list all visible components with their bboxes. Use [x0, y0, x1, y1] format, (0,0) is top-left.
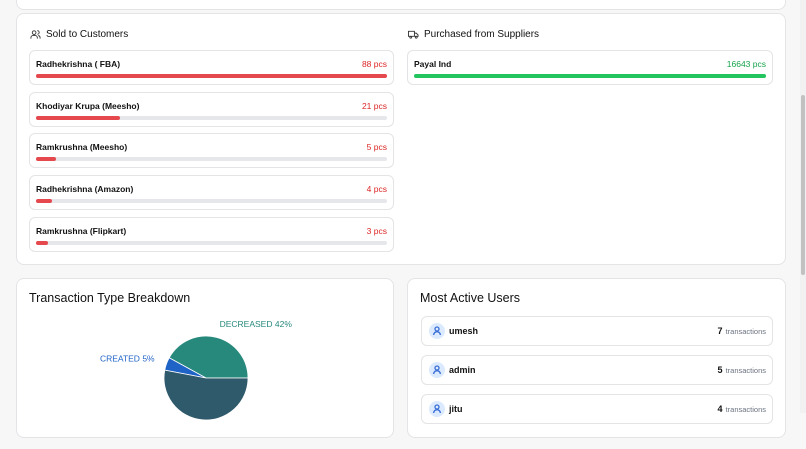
- count-value: 7: [717, 326, 723, 336]
- users-card: Most Active Users umesh 7 transactions admi…: [407, 278, 786, 438]
- item-qty: 16643 pcs: [726, 59, 766, 69]
- user-name: umesh: [449, 326, 479, 336]
- avatar: [429, 323, 445, 339]
- user-row: admin 5 transactions: [421, 355, 773, 385]
- count-unit: transactions: [725, 327, 766, 336]
- count-unit: transactions: [725, 366, 766, 375]
- slice-label: DECREASED 42%: [220, 319, 293, 329]
- item-name: Ramkrushna (Flipkart): [36, 225, 127, 236]
- scrollbar: [800, 0, 806, 413]
- progress-bar: [36, 74, 387, 78]
- sold-title: Sold to Customers: [46, 29, 129, 40]
- slice-category: CREATED: [100, 354, 140, 364]
- progress-track: [36, 157, 387, 162]
- user-name: admin: [449, 365, 476, 375]
- progress-bar: [414, 74, 766, 78]
- item-name: Radhekrishna ( FBA): [36, 59, 121, 69]
- sold-header: Sold to Customers: [30, 29, 128, 40]
- purchased-header: Purchased from Suppliers: [408, 29, 539, 40]
- progress-track: [36, 199, 387, 204]
- user-icon: [433, 326, 441, 336]
- top-card: [16, 0, 786, 10]
- item-qty: 4 pcs: [366, 184, 387, 195]
- truck-icon: [408, 30, 419, 39]
- list-item: Radhekrishna (Amazon) 4 pcs: [29, 175, 394, 211]
- item-name: Payal Ind: [414, 59, 452, 69]
- count-unit: transactions: [725, 405, 766, 414]
- item-name: Ramkrushna (Meesho): [36, 142, 128, 153]
- item-name: Khodiyar Krupa (Meesho): [36, 100, 140, 111]
- progress-track: [36, 240, 387, 245]
- user-count: 5 transactions: [718, 365, 766, 375]
- purchased-title: Purchased from Suppliers: [424, 29, 540, 40]
- users-icon: [30, 30, 41, 39]
- item-qty: 5 pcs: [366, 142, 387, 153]
- user-icon: [433, 404, 441, 414]
- item-qty: 3 pcs: [366, 225, 387, 236]
- slice-percent: 42%: [275, 319, 292, 329]
- count-value: 5: [717, 365, 723, 375]
- pie-chart: DECREASED 42% CREATED 5%: [100, 319, 293, 421]
- list-item: Radhekrishna ( FBA) 88 pcs: [29, 50, 394, 85]
- pie-card: Transaction Type Breakdown DECREASED 42%…: [16, 278, 394, 438]
- item-name: Radhekrishna (Amazon): [36, 184, 134, 195]
- page: Sold to Customers Purchased from Supplie…: [16, 0, 806, 438]
- item-qty: 21 pcs: [361, 100, 387, 111]
- item-qty: 88 pcs: [361, 59, 387, 69]
- list-item: Ramkrushna (Meesho) 5 pcs: [29, 133, 394, 169]
- flow-card: Sold to Customers Purchased from Supplie…: [16, 13, 786, 265]
- progress-track: [414, 74, 766, 78]
- pie-title: Transaction Type Breakdown: [29, 291, 191, 305]
- count-value: 4: [717, 404, 723, 414]
- user-count: 4 transactions: [718, 404, 766, 414]
- progress-track: [36, 115, 387, 120]
- avatar: [429, 401, 445, 417]
- user-row: umesh 7 transactions: [421, 316, 773, 346]
- progress-track: [36, 74, 387, 78]
- progress-bar: [36, 240, 48, 245]
- user-icon: [433, 365, 441, 375]
- avatar: [429, 362, 445, 378]
- list-item: Payal Ind 16643 pcs: [407, 50, 773, 85]
- user-name: jitu: [449, 404, 463, 414]
- user-count: 7 transactions: [718, 326, 766, 336]
- slice-category: DECREASED: [220, 319, 273, 329]
- slice-percent: 5%: [142, 354, 155, 364]
- progress-bar: [36, 157, 56, 162]
- user-row: jitu 4 transactions: [421, 394, 773, 424]
- users-title: Most Active Users: [420, 291, 521, 305]
- slice-label: CREATED 5%: [100, 354, 155, 364]
- list-item: Ramkrushna (Flipkart) 3 pcs: [29, 216, 394, 252]
- progress-bar: [36, 115, 120, 120]
- list-item: Khodiyar Krupa (Meesho) 21 pcs: [29, 91, 394, 127]
- progress-bar: [36, 199, 52, 204]
- pie-slice: [168, 335, 249, 379]
